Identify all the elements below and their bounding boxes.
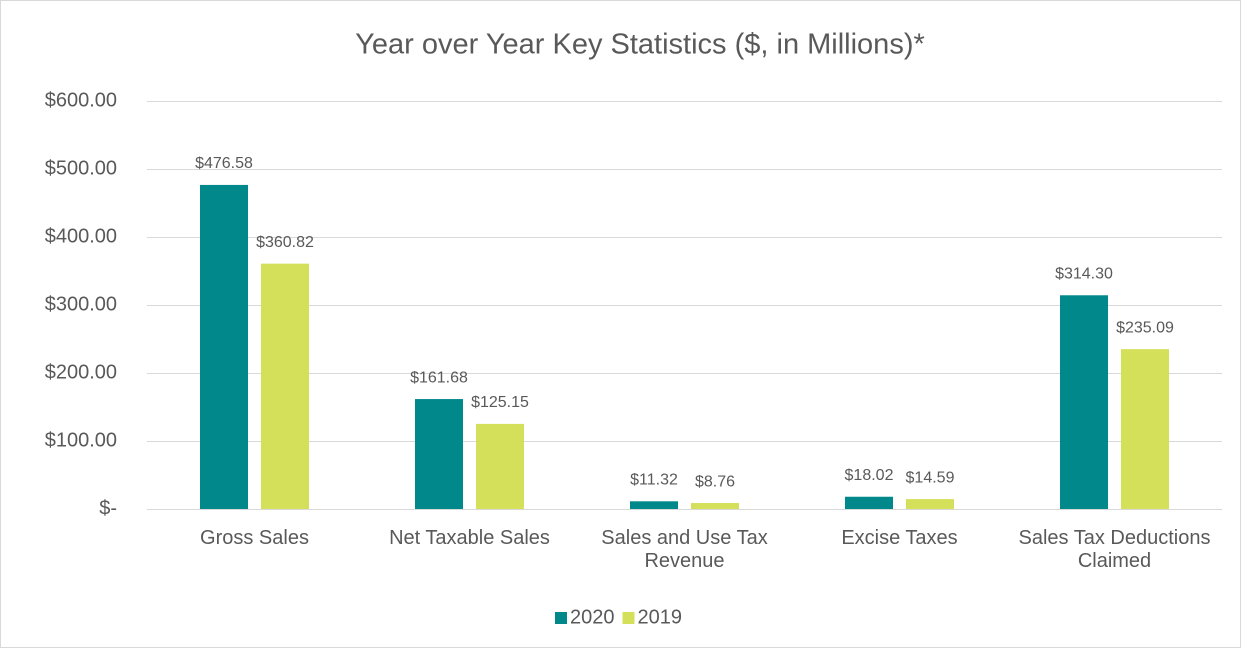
legend-swatch <box>622 612 635 624</box>
y-tick-label: $600.00 <box>45 89 117 111</box>
data-label: $125.15 <box>471 394 529 411</box>
bar <box>1121 349 1169 509</box>
bar <box>415 399 463 509</box>
data-label: $161.68 <box>410 369 468 386</box>
x-tick-label: Sales Tax Deductions Claimed <box>1018 527 1211 572</box>
bar <box>630 501 678 509</box>
y-tick-label: $400.00 <box>45 225 117 247</box>
y-tick-label: $300.00 <box>45 293 117 315</box>
bar <box>906 499 954 509</box>
data-label: $11.32 <box>630 472 678 489</box>
chart-title: Year over Year Key Statistics ($, in Mil… <box>355 29 925 61</box>
bar <box>261 263 309 509</box>
bar <box>476 423 524 509</box>
x-tick-label: Sales and Use Tax Revenue <box>601 527 768 572</box>
data-label: $476.58 <box>195 155 253 172</box>
bar <box>845 496 893 509</box>
data-label: $360.82 <box>256 234 314 251</box>
y-tick-label: $200.00 <box>45 361 117 383</box>
bar <box>1060 295 1108 509</box>
data-label: $314.30 <box>1055 265 1113 282</box>
y-tick-label: $100.00 <box>45 429 117 451</box>
bar <box>200 184 248 509</box>
data-label: $8.76 <box>695 473 735 490</box>
y-tick-label: $- <box>99 497 117 519</box>
x-tick-label: Gross Sales <box>200 527 309 549</box>
data-label: $14.59 <box>906 469 955 486</box>
data-label: $18.02 <box>845 467 894 484</box>
legend-swatch <box>555 612 567 624</box>
legend-label: 2019 <box>638 606 683 628</box>
data-label: $235.09 <box>1116 319 1174 336</box>
y-tick-label: $500.00 <box>45 157 117 179</box>
legend-label: 2020 <box>570 606 615 628</box>
x-tick-label: Net Taxable Sales <box>389 527 550 549</box>
bar <box>691 503 739 509</box>
x-tick-label: Excise Taxes <box>841 527 958 549</box>
